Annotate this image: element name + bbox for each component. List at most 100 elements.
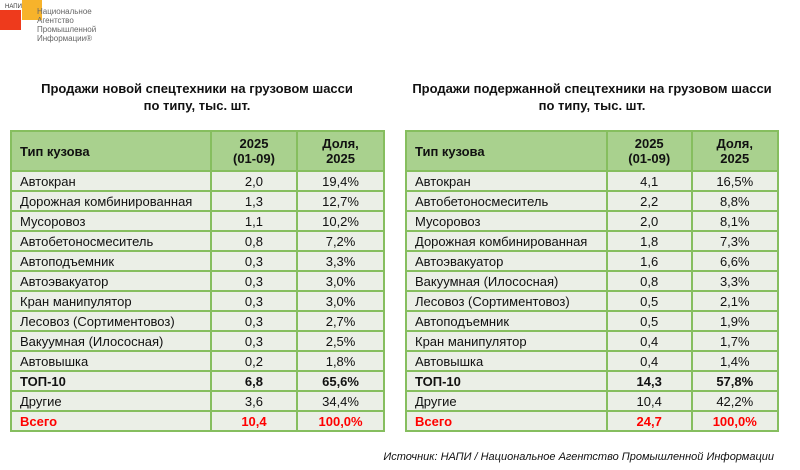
napi-logo: НАПИ Национальное Агентство Промышленной… (0, 0, 110, 55)
table-cell: 3,3% (296, 250, 385, 272)
logo-line: Промышленной (37, 25, 97, 34)
table-cell: 2,0 (209, 170, 299, 192)
table-row: Автокран 2,0 19,4% (10, 170, 385, 192)
table-cell: 2,5% (296, 330, 385, 352)
logo-orange-square (22, 0, 42, 20)
table-cell: 42,2% (690, 390, 780, 412)
table-cell: Дорожная комбинированная (10, 190, 212, 212)
table-cell: 34,4% (296, 390, 385, 412)
left-title: Продажи новой спецтехники на грузовом ша… (10, 80, 384, 114)
table-cell: Лесовоз (Сортиментовоз) (10, 310, 212, 332)
table-cell: Дорожная комбинированная (405, 230, 608, 252)
table-row: Всего 10,4 100,0% (10, 410, 385, 432)
table-row: Автобетоносмеситель 0,8 7,2% (10, 230, 385, 252)
table-cell: 10,2% (296, 210, 385, 232)
logo-line: Информации® (37, 34, 93, 43)
logo-text: Национальное Агентство Промышленной Инфо… (37, 7, 96, 43)
table-cell: 2,2 (605, 190, 693, 212)
table-row: Мусоровоз 1,1 10,2% (10, 210, 385, 232)
table-cell: 65,6% (296, 370, 385, 392)
table-cell: 7,2% (296, 230, 385, 252)
right-title: Продажи подержанной спецтехники на грузо… (395, 80, 789, 114)
table-row: Дорожная комбинированная 1,3 12,7% (10, 190, 385, 212)
table-cell: Мусоровоз (10, 210, 212, 232)
header-row: Тип кузова 2025 (01-09) Доля, 2025 (10, 130, 385, 172)
table-cell: Автовышка (10, 350, 212, 372)
table-row: Лесовоз (Сортиментовоз) 0,3 2,7% (10, 310, 385, 332)
table-row: Кран манипулятор 0,3 3,0% (10, 290, 385, 312)
table-cell: 12,7% (296, 190, 385, 212)
table-cell: Автовышка (405, 350, 608, 372)
table-cell: 0,4 (605, 330, 693, 352)
column-header: Тип кузова (10, 130, 212, 172)
table-row: Другие 3,6 34,4% (10, 390, 385, 412)
table-cell: 0,3 (209, 270, 299, 292)
table-cell: 8,8% (690, 190, 780, 212)
table-cell: Другие (10, 390, 212, 412)
right-title-line1: Продажи подержанной спецтехники на грузо… (412, 81, 772, 96)
table-cell: ТОП-10 (10, 370, 212, 392)
logo-red-square (0, 10, 21, 30)
table-cell: 6,6% (690, 250, 780, 272)
source-note: Источник: НАПИ / Национальное Агентство … (383, 451, 774, 463)
table-row: Дорожная комбинированная 1,8 7,3% (405, 230, 780, 252)
table-cell: 7,3% (690, 230, 780, 252)
table-row: Другие 10,4 42,2% (405, 390, 780, 412)
left-title-line2: по типу, тыс. шт. (143, 98, 251, 113)
table-row: Автобетоносмеситель 2,2 8,8% (405, 190, 780, 212)
right-table: Тип кузова 2025 (01-09) Доля, 2025 Автокран… (405, 130, 780, 432)
table-row: Вакуумная (Илососная) 0,8 3,3% (405, 270, 780, 292)
table-cell: 1,6 (605, 250, 693, 272)
table-cell: 10,4 (209, 410, 299, 432)
table-cell: Лесовоз (Сортиментовоз) (405, 290, 608, 312)
table-cell: 1,4% (690, 350, 780, 372)
table-cell: 0,8 (605, 270, 693, 292)
table-cell: Автобетоносмеситель (405, 190, 608, 212)
table-row: Автовышка 0,2 1,8% (10, 350, 385, 372)
table-cell: 0,3 (209, 310, 299, 332)
table-cell: Кран манипулятор (10, 290, 212, 312)
table-row: Мусоровоз 2,0 8,1% (405, 210, 780, 232)
table-row: Автовышка 0,4 1,4% (405, 350, 780, 372)
table-cell: 24,7 (605, 410, 693, 432)
table-cell: 0,3 (209, 330, 299, 352)
table-cell: 16,5% (690, 170, 780, 192)
table-cell: 2,1% (690, 290, 780, 312)
right-title-line2: по типу, тыс. шт. (538, 98, 646, 113)
table-cell: Автоподъемник (405, 310, 608, 332)
header-row: Тип кузова 2025 (01-09) Доля, 2025 (405, 130, 780, 172)
table-row: Автоподъемник 0,5 1,9% (405, 310, 780, 332)
table-row: Автоэвакуатор 1,6 6,6% (405, 250, 780, 272)
table-cell: 0,5 (605, 290, 693, 312)
table-cell: Другие (405, 390, 608, 412)
column-header: Тип кузова (405, 130, 608, 172)
table-cell: Автоподъемник (10, 250, 212, 272)
table-cell: ТОП-10 (405, 370, 608, 392)
table-cell: Мусоровоз (405, 210, 608, 232)
table-cell: 0,8 (209, 230, 299, 252)
table-row: ТОП-10 6,8 65,6% (10, 370, 385, 392)
table-cell: 2,7% (296, 310, 385, 332)
table-cell: 19,4% (296, 170, 385, 192)
table-cell: Всего (405, 410, 608, 432)
table-cell: 0,5 (605, 310, 693, 332)
left-table: Тип кузова 2025 (01-09) Доля, 2025 Автокран… (10, 130, 385, 432)
table-cell: 6,8 (209, 370, 299, 392)
column-header: Доля, 2025 (690, 130, 780, 172)
table-row: Автоподъемник 0,3 3,3% (10, 250, 385, 272)
left-title-line1: Продажи новой спецтехники на грузовом ша… (41, 81, 353, 96)
table-cell: 3,6 (209, 390, 299, 412)
table-cell: Автоэвакуатор (405, 250, 608, 272)
table-row: Кран манипулятор 0,4 1,7% (405, 330, 780, 352)
table-cell: 4,1 (605, 170, 693, 192)
table-cell: Автоэвакуатор (10, 270, 212, 292)
table-cell: 100,0% (690, 410, 780, 432)
table-cell: 14,3 (605, 370, 693, 392)
table-row: Автоэвакуатор 0,3 3,0% (10, 270, 385, 292)
column-header: 2025 (01-09) (605, 130, 693, 172)
table-cell: Всего (10, 410, 212, 432)
table-cell: 1,3 (209, 190, 299, 212)
logo-line: Агентство (37, 16, 74, 25)
table-row: Всего 24,7 100,0% (405, 410, 780, 432)
logo-abbr: НАПИ (5, 4, 22, 10)
